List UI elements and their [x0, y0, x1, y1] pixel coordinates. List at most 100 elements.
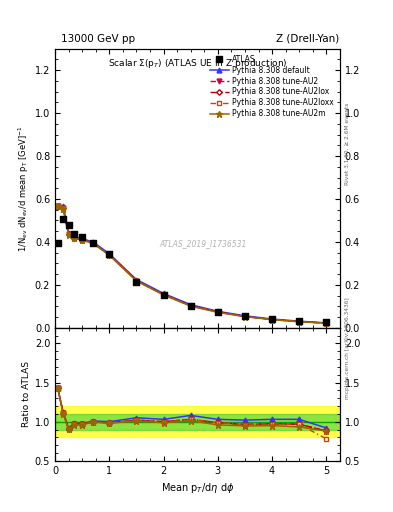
- Pythia 8.308 tune-AU2m: [324, 320, 329, 326]
- Pythia 8.308 tune-AU2lox: [161, 291, 166, 297]
- Pythia 8.308 tune-AU2loxx: [80, 237, 84, 243]
- Line: Pythia 8.308 tune-AU2m: Pythia 8.308 tune-AU2m: [55, 203, 329, 326]
- Y-axis label: 1/N$_{\sf ev}$ dN$_{\sf ev}$/d mean p$_{\sf T}$ [GeV]$^{-1}$: 1/N$_{\sf ev}$ dN$_{\sf ev}$/d mean p$_{…: [16, 125, 31, 251]
- Pythia 8.308 tune-AU2lox: [215, 309, 220, 315]
- Pythia 8.308 default: [270, 316, 274, 322]
- ATLAS: [215, 308, 221, 316]
- Pythia 8.308 tune-AU2: [215, 309, 220, 315]
- Pythia 8.308 tune-AU2: [61, 204, 66, 210]
- Pythia 8.308 default: [297, 318, 301, 324]
- Pythia 8.308 tune-AU2loxx: [66, 231, 71, 238]
- Pythia 8.308 default: [324, 320, 329, 326]
- Pythia 8.308 tune-AU2: [91, 240, 95, 246]
- Pythia 8.308 default: [72, 233, 76, 240]
- Pythia 8.308 tune-AU2loxx: [72, 234, 76, 241]
- Pythia 8.308 tune-AU2: [188, 303, 193, 309]
- Text: Z (Drell-Yan): Z (Drell-Yan): [275, 33, 339, 44]
- ATLAS: [79, 232, 85, 241]
- Pythia 8.308 tune-AU2m: [297, 319, 301, 325]
- Pythia 8.308 tune-AU2m: [161, 292, 166, 298]
- Pythia 8.308 tune-AU2loxx: [55, 203, 60, 209]
- Pythia 8.308 default: [55, 203, 60, 209]
- Pythia 8.308 default: [107, 251, 112, 257]
- Pythia 8.308 tune-AU2loxx: [324, 320, 329, 326]
- Pythia 8.308 default: [161, 290, 166, 296]
- Pythia 8.308 tune-AU2lox: [188, 303, 193, 309]
- Pythia 8.308 tune-AU2m: [66, 232, 71, 238]
- Pythia 8.308 tune-AU2m: [61, 206, 66, 212]
- ATLAS: [106, 250, 112, 258]
- Pythia 8.308 tune-AU2lox: [61, 204, 66, 210]
- Legend: ATLAS, Pythia 8.308 default, Pythia 8.308 tune-AU2, Pythia 8.308 tune-AU2lox, Py: ATLAS, Pythia 8.308 default, Pythia 8.30…: [208, 52, 336, 121]
- Pythia 8.308 tune-AU2m: [107, 252, 112, 259]
- Pythia 8.308 tune-AU2loxx: [91, 240, 95, 246]
- Text: Rivet 3.1.10, ≥ 2.6M events: Rivet 3.1.10, ≥ 2.6M events: [345, 102, 350, 184]
- ATLAS: [323, 318, 329, 327]
- Pythia 8.308 default: [80, 236, 84, 242]
- Pythia 8.308 tune-AU2m: [55, 203, 60, 209]
- Pythia 8.308 tune-AU2loxx: [188, 303, 193, 309]
- Pythia 8.308 tune-AU2m: [72, 235, 76, 241]
- Pythia 8.308 tune-AU2: [270, 316, 274, 323]
- Pythia 8.308 tune-AU2: [72, 234, 76, 241]
- ATLAS: [160, 290, 167, 298]
- Pythia 8.308 tune-AU2lox: [324, 320, 329, 326]
- Pythia 8.308 tune-AU2loxx: [134, 278, 139, 284]
- Text: 13000 GeV pp: 13000 GeV pp: [61, 33, 135, 44]
- Pythia 8.308 default: [91, 239, 95, 245]
- Pythia 8.308 tune-AU2loxx: [297, 318, 301, 325]
- Pythia 8.308 tune-AU2loxx: [61, 204, 66, 210]
- ATLAS: [66, 221, 72, 229]
- Pythia 8.308 tune-AU2lox: [270, 316, 274, 323]
- ATLAS: [60, 215, 66, 223]
- Pythia 8.308 tune-AU2m: [188, 303, 193, 309]
- Pythia 8.308 tune-AU2: [107, 252, 112, 258]
- Line: Pythia 8.308 tune-AU2loxx: Pythia 8.308 tune-AU2loxx: [56, 205, 328, 325]
- Pythia 8.308 tune-AU2: [324, 320, 329, 326]
- ATLAS: [296, 317, 302, 326]
- Pythia 8.308 tune-AU2lox: [107, 252, 112, 258]
- Pythia 8.308 tune-AU2loxx: [242, 313, 247, 319]
- Pythia 8.308 default: [134, 276, 139, 283]
- Pythia 8.308 tune-AU2lox: [91, 240, 95, 246]
- Text: ATLAS_2019_I1736531: ATLAS_2019_I1736531: [160, 240, 247, 249]
- Pythia 8.308 tune-AU2loxx: [107, 252, 112, 258]
- Y-axis label: Ratio to ATLAS: Ratio to ATLAS: [22, 361, 31, 428]
- Pythia 8.308 default: [61, 203, 66, 209]
- Text: mcplots.cern.ch [arXiv:1306.3436]: mcplots.cern.ch [arXiv:1306.3436]: [345, 297, 350, 399]
- Pythia 8.308 default: [215, 308, 220, 314]
- Pythia 8.308 default: [242, 313, 247, 319]
- ATLAS: [133, 278, 140, 286]
- ATLAS: [71, 230, 77, 239]
- Pythia 8.308 tune-AU2: [242, 313, 247, 319]
- Pythia 8.308 default: [188, 302, 193, 308]
- Pythia 8.308 tune-AU2lox: [297, 318, 301, 325]
- Pythia 8.308 tune-AU2lox: [72, 234, 76, 241]
- Pythia 8.308 tune-AU2m: [134, 278, 139, 284]
- Pythia 8.308 tune-AU2lox: [80, 237, 84, 243]
- Pythia 8.308 tune-AU2lox: [66, 231, 71, 238]
- Text: Scalar $\Sigma$(p$_T$) (ATLAS UE in Z production): Scalar $\Sigma$(p$_T$) (ATLAS UE in Z pr…: [108, 57, 287, 70]
- ATLAS: [269, 315, 275, 324]
- Pythia 8.308 tune-AU2lox: [242, 313, 247, 319]
- ATLAS: [187, 302, 194, 310]
- Pythia 8.308 tune-AU2: [134, 278, 139, 284]
- Pythia 8.308 tune-AU2m: [242, 314, 247, 320]
- Pythia 8.308 tune-AU2: [66, 231, 71, 238]
- X-axis label: Mean p$_T$/d$\eta$ d$\phi$: Mean p$_T$/d$\eta$ d$\phi$: [161, 481, 234, 495]
- Pythia 8.308 tune-AU2m: [91, 240, 95, 246]
- Pythia 8.308 tune-AU2m: [215, 309, 220, 315]
- Pythia 8.308 tune-AU2: [80, 237, 84, 243]
- Pythia 8.308 tune-AU2lox: [134, 278, 139, 284]
- Pythia 8.308 tune-AU2loxx: [215, 309, 220, 315]
- Line: Pythia 8.308 tune-AU2: Pythia 8.308 tune-AU2: [55, 204, 329, 326]
- ATLAS: [90, 239, 96, 247]
- Pythia 8.308 tune-AU2: [55, 203, 60, 209]
- Pythia 8.308 tune-AU2loxx: [161, 291, 166, 297]
- Pythia 8.308 default: [66, 230, 71, 237]
- Pythia 8.308 tune-AU2: [297, 318, 301, 325]
- Pythia 8.308 tune-AU2m: [80, 237, 84, 243]
- Pythia 8.308 tune-AU2m: [270, 316, 274, 323]
- Line: Pythia 8.308 default: Pythia 8.308 default: [55, 204, 329, 325]
- Line: Pythia 8.308 tune-AU2lox: Pythia 8.308 tune-AU2lox: [56, 205, 328, 325]
